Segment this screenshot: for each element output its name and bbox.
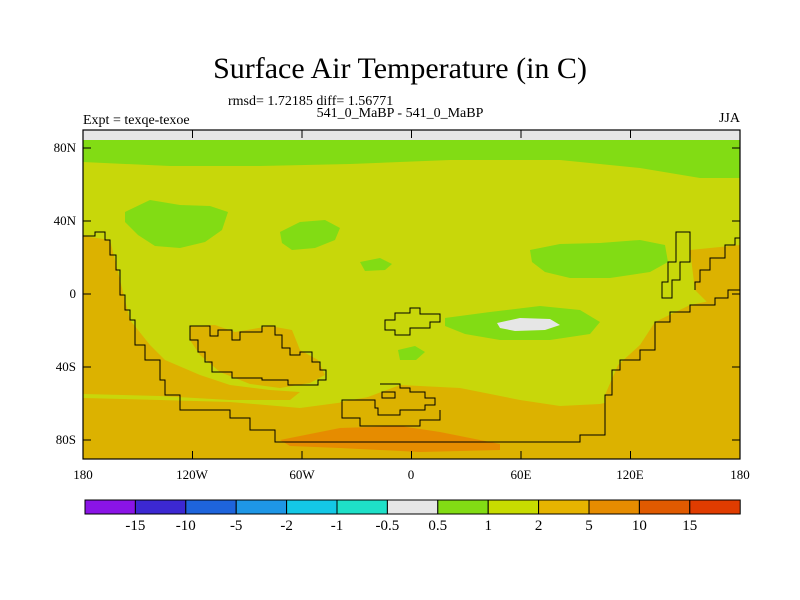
stats-text: rmsd= 1.72185 diff= 1.56771 xyxy=(228,94,394,109)
coastline-west xyxy=(83,231,740,443)
colorbar-label: -0.5 xyxy=(375,518,400,534)
colorbar-swatch xyxy=(538,499,590,515)
colorbar-label: -10 xyxy=(175,518,196,534)
field-cool-northwest xyxy=(125,200,228,248)
colorbar-label: 10 xyxy=(631,518,647,534)
colorbar-swatch xyxy=(286,499,338,515)
field-warm-east xyxy=(605,295,740,425)
y-tick-40n: 40N xyxy=(53,213,76,228)
temperature-field xyxy=(83,130,740,459)
colorbar-swatch xyxy=(437,499,489,515)
colorbar-swatch xyxy=(689,499,741,515)
coastline-northeast xyxy=(661,231,740,299)
x-tick-0: 0 xyxy=(407,467,415,482)
x-tick-120e: 120E xyxy=(616,467,644,482)
x-tick-120w: 120W xyxy=(176,467,208,482)
y-tick-0: 0 xyxy=(69,286,77,301)
y-tick-80n: 80N xyxy=(53,140,76,155)
field-warm-southern-island xyxy=(340,395,440,426)
y-tick-40s: 40S xyxy=(55,359,76,374)
x-tick-60w: 60W xyxy=(289,467,315,482)
axis-ticks xyxy=(83,130,740,459)
x-tick-60e: 60E xyxy=(510,467,532,482)
field-cool-north-central xyxy=(280,220,340,250)
runs-text: 541_0_MaBP - 541_0_MaBP xyxy=(316,106,484,121)
coastline-southern-island xyxy=(341,383,441,427)
coastline-small-islands xyxy=(381,391,396,399)
field-cool-patch xyxy=(398,346,425,360)
experiment-label: Expt = texqe-texoe xyxy=(83,113,190,128)
colorbar-label: -1 xyxy=(330,518,344,534)
x-tick-180-east: 180 xyxy=(730,467,750,482)
colorbar-label: 2 xyxy=(534,518,543,534)
colorbar-swatch xyxy=(84,499,136,515)
colorbar-swatch xyxy=(235,499,288,515)
colorbar-swatch xyxy=(134,499,187,515)
colorbar-label: 0.5 xyxy=(428,518,448,534)
colorbar-label: 1 xyxy=(484,518,492,534)
field-cool-arctic xyxy=(83,140,740,178)
field-near-zero-patch xyxy=(497,318,560,331)
field-cool-small xyxy=(360,258,392,271)
colorbar-label: -5 xyxy=(229,518,243,534)
coastline-equatorial-island xyxy=(384,307,441,336)
colorbar xyxy=(84,499,741,515)
season-label: JJA xyxy=(718,111,740,126)
field-cool-northeast xyxy=(530,240,668,278)
colorbar-label: 5 xyxy=(585,518,593,534)
colorbar-swatch xyxy=(638,499,691,515)
field-warm-west xyxy=(83,236,300,400)
colorbar-swatch xyxy=(336,499,388,515)
colorbar-swatch xyxy=(588,499,640,515)
y-tick-80s: 80S xyxy=(55,432,76,447)
colorbar-swatch xyxy=(386,499,439,515)
colorbar-label: 15 xyxy=(682,518,698,534)
map-title: Surface Air Temperature (in C) xyxy=(213,52,587,85)
x-tick-180-west: 180 xyxy=(73,467,93,482)
coastlines xyxy=(83,231,740,443)
colorbar-swatch xyxy=(487,499,540,515)
colorbar-label: -2 xyxy=(280,518,293,534)
coastline-central xyxy=(189,325,327,386)
field-hot-south xyxy=(280,426,500,452)
colorbar-label: -15 xyxy=(125,518,146,534)
colorbar-swatch xyxy=(185,499,237,515)
